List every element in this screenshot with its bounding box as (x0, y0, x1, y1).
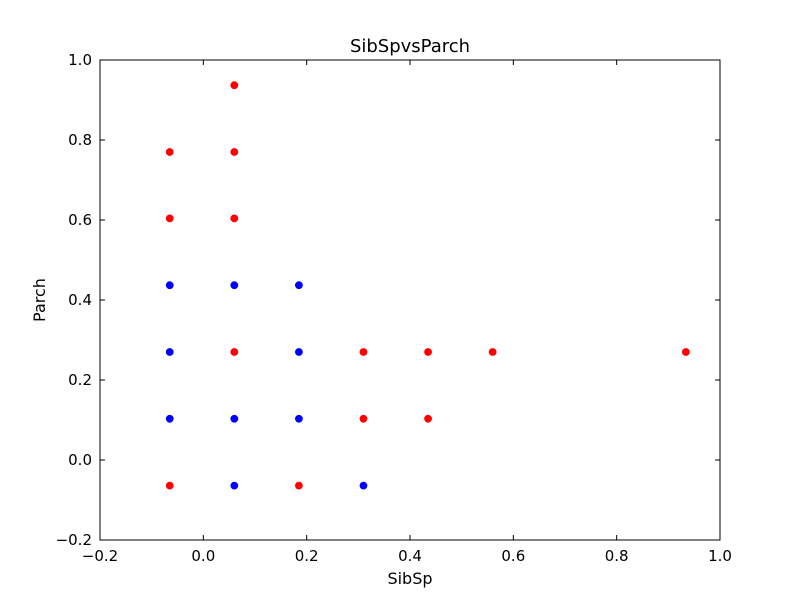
data-point (230, 281, 239, 290)
data-point (295, 348, 303, 356)
x-axis-title: SibSp (387, 569, 432, 588)
data-point (424, 348, 432, 356)
plot-frame (99, 59, 721, 541)
data-point (682, 348, 690, 356)
data-point (424, 414, 432, 423)
chart-title: SibSpvsParch (350, 36, 470, 57)
data-point (295, 481, 303, 490)
y-tick-label: 0.4 (68, 291, 92, 309)
x-tick-label: −0.2 (82, 547, 118, 565)
data-point (165, 148, 174, 156)
data-point (230, 348, 239, 356)
x-tick-label: 0.4 (398, 547, 422, 565)
data-point (230, 481, 239, 490)
x-tick-label: 1.0 (708, 547, 732, 565)
data-point (165, 348, 174, 356)
data-point (359, 348, 368, 356)
data-point (359, 414, 368, 423)
y-tick-label: 1.0 (68, 51, 92, 69)
x-tick-label: 0.0 (191, 547, 215, 565)
y-axis-title: Parch (30, 278, 49, 322)
y-tick-label: 0.8 (68, 131, 92, 149)
x-tick-label: 0.6 (501, 547, 525, 565)
data-points (165, 81, 690, 490)
x-tick-label: 0.8 (605, 547, 629, 565)
data-point (295, 414, 303, 423)
data-point (165, 214, 174, 223)
data-point (230, 81, 239, 90)
y-tick-label: 0.0 (68, 451, 92, 469)
y-tick-label: 0.6 (68, 211, 92, 229)
data-point (295, 281, 303, 290)
data-point (230, 214, 239, 223)
data-point (165, 281, 174, 290)
data-point (230, 148, 239, 156)
y-tick-label: −0.2 (56, 531, 92, 549)
data-point (165, 481, 174, 490)
data-point (230, 414, 239, 423)
y-tick-label: 0.2 (68, 371, 92, 389)
data-point (488, 348, 497, 356)
data-point (165, 414, 174, 423)
data-point (359, 481, 368, 490)
axis-ticks: −0.2 0.0 0.2 0.4 0.6 0.8 1.0 −0.2 0.0 0.2 0.4 0.6 0.… (56, 51, 732, 565)
x-tick-label: 0.2 (295, 547, 319, 565)
